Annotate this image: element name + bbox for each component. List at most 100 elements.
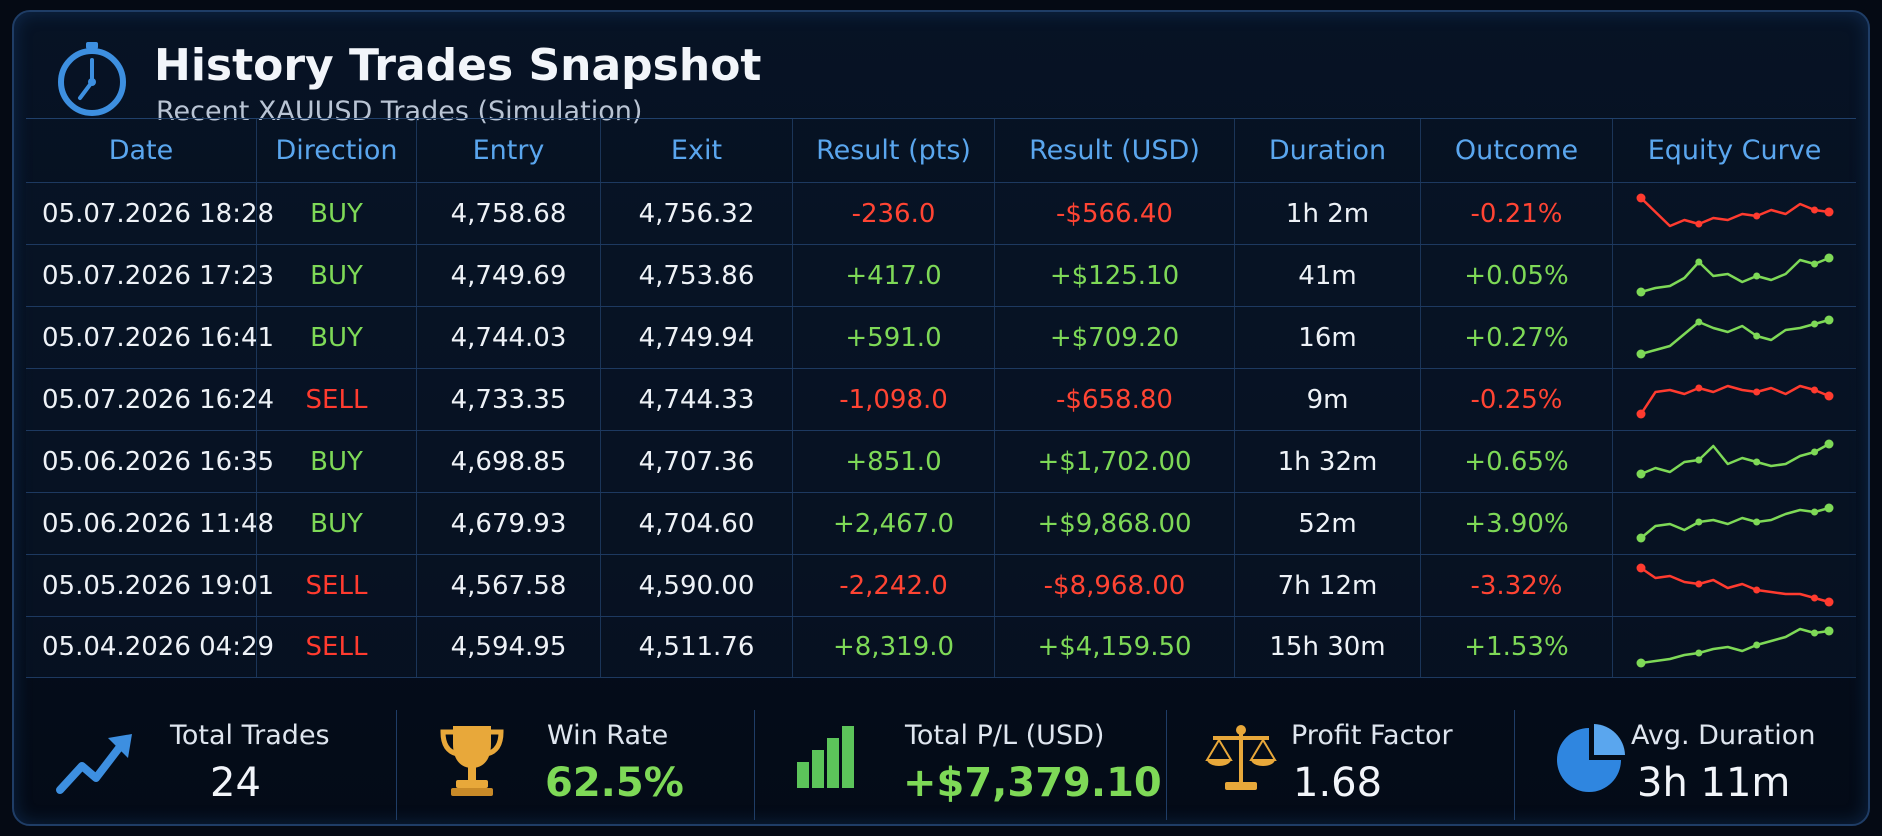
cell-exit: 4,707.36 <box>600 431 792 492</box>
table-row[interactable]: 05.07.2026 16:41 BUY 4,744.03 4,749.94 +591.… <box>26 306 1856 368</box>
cell-duration: 16m <box>1234 307 1420 368</box>
cell-duration: 7h 12m <box>1234 555 1420 616</box>
col-header-date[interactable]: Date <box>108 135 174 166</box>
sparkline-point <box>1824 391 1833 400</box>
sparkline-point <box>1636 469 1645 478</box>
sparkline-point <box>1636 409 1645 418</box>
table-row[interactable]: 05.07.2026 16:24 SELL 4,733.35 4,744.33 -1,0… <box>26 368 1856 430</box>
stat-value: 24 <box>210 760 261 806</box>
cell-outcome: -0.21% <box>1420 183 1612 244</box>
cell-result-pts: +417.0 <box>792 245 994 306</box>
stat-profit-factor: Profit Factor 1.68 <box>1166 710 1514 820</box>
cell-entry: 4,744.03 <box>416 307 600 368</box>
sparkline-point <box>1636 287 1645 296</box>
sparkline-point <box>1694 518 1702 525</box>
stat-label: Avg. Duration <box>1631 720 1816 751</box>
pie-chart-icon <box>1557 724 1625 792</box>
col-header-duration[interactable]: Duration <box>1234 119 1420 182</box>
cell-entry: 4,594.95 <box>416 617 600 677</box>
cell-direction: SELL <box>256 555 416 616</box>
sparkline-point <box>1824 253 1833 262</box>
cell-entry: 4,567.58 <box>416 555 600 616</box>
cell-result-pts: +591.0 <box>792 307 994 368</box>
sparkline-point <box>1636 533 1645 542</box>
stat-value: 1.68 <box>1293 760 1383 806</box>
sparkline-point <box>1810 320 1818 327</box>
sparkline-point <box>1810 386 1818 393</box>
cell-entry: 4,698.85 <box>416 431 600 492</box>
table-row[interactable]: 05.06.2026 11:48 BUY 4,679.93 4,704.60 +2,46… <box>26 492 1856 554</box>
sparkline-point <box>1752 272 1760 279</box>
summary-stats: Total Trades 24 Win Rate 62.5% Total P <box>36 710 1856 820</box>
cell-entry: 4,733.35 <box>416 369 600 430</box>
cell-result-pts: +2,467.0 <box>792 493 994 554</box>
cell-outcome: +3.90% <box>1420 493 1612 554</box>
cell-equity-curve <box>1612 493 1856 554</box>
sparkline-path <box>1640 256 1829 293</box>
cell-equity-curve <box>1612 369 1856 430</box>
stat-value: 3h 11m <box>1637 760 1791 806</box>
equity-sparkline <box>1636 384 1833 418</box>
table-row[interactable]: 05.07.2026 18:28 BUY 4,758.68 4,756.32 -236.… <box>26 182 1856 244</box>
stat-total-pl: Total P/L (USD) +$7,379.10 <box>754 710 1166 820</box>
equity-sparkline <box>1636 563 1833 606</box>
cell-result-usd: -$8,968.00 <box>994 555 1234 616</box>
cell-exit: 4,590.00 <box>600 555 792 616</box>
cell-result-pts: -1,098.0 <box>792 369 994 430</box>
table-row[interactable]: 05.06.2026 16:35 BUY 4,698.85 4,707.36 +851.… <box>26 430 1856 492</box>
col-header-result-pts[interactable]: Result (pts) <box>792 119 994 182</box>
cell-outcome: +0.05% <box>1420 245 1612 306</box>
equity-sparkline <box>1636 315 1833 358</box>
cell-duration: 1h 2m <box>1234 183 1420 244</box>
cell-direction: BUY <box>256 431 416 492</box>
table-row[interactable]: 05.04.2026 04:29 SELL 4,594.95 4,511.76 +8,3… <box>26 616 1856 678</box>
col-header-equity-curve[interactable]: Equity Curve <box>1612 119 1856 182</box>
sparkline-point <box>1824 597 1833 606</box>
cell-entry: 4,749.69 <box>416 245 600 306</box>
cell-date: 05.07.2026 16:24 <box>42 384 275 415</box>
col-header-direction[interactable]: Direction <box>256 119 416 182</box>
sparkline-point <box>1824 207 1833 216</box>
sparkline-point <box>1636 658 1645 668</box>
stat-total-trades: Total Trades 24 <box>36 710 396 820</box>
cell-equity-curve <box>1612 617 1856 677</box>
cell-duration: 52m <box>1234 493 1420 554</box>
cell-result-usd: +$1,702.00 <box>994 431 1234 492</box>
col-header-outcome[interactable]: Outcome <box>1420 119 1612 182</box>
stat-label: Total Trades <box>170 720 330 751</box>
bar-chart-icon <box>797 726 854 788</box>
sparkline-path <box>1639 506 1829 539</box>
stat-win-rate: Win Rate 62.5% <box>396 710 754 820</box>
sparkline-path <box>1639 566 1829 603</box>
cell-direction: BUY <box>256 245 416 306</box>
sparkline-point <box>1694 384 1702 391</box>
table-row[interactable]: 05.07.2026 17:23 BUY 4,749.69 4,753.86 +417.… <box>26 244 1856 306</box>
stat-label: Win Rate <box>547 720 669 751</box>
sparkline-point <box>1824 439 1833 448</box>
table-row[interactable]: 05.05.2026 19:01 SELL 4,567.58 4,590.00 -2,2… <box>26 554 1856 616</box>
sparkline-point <box>1810 260 1818 267</box>
cell-duration: 9m <box>1234 369 1420 430</box>
cell-equity-curve <box>1612 307 1856 368</box>
cell-direction: BUY <box>256 493 416 554</box>
sparkline-point <box>1694 456 1702 463</box>
col-header-entry[interactable]: Entry <box>416 119 600 182</box>
cell-exit: 4,756.32 <box>600 183 792 244</box>
stopwatch-icon <box>58 42 126 116</box>
cell-date: 05.07.2026 18:28 <box>42 198 275 229</box>
cell-date: 05.05.2026 19:01 <box>42 570 275 601</box>
sparkline-point <box>1694 580 1702 587</box>
cell-exit: 4,511.76 <box>600 617 792 677</box>
trophy-icon <box>440 726 504 796</box>
trend-up-arrow-icon <box>56 734 132 794</box>
cell-direction: SELL <box>256 617 416 677</box>
cell-result-usd: +$9,868.00 <box>994 493 1234 554</box>
cell-duration: 41m <box>1234 245 1420 306</box>
cell-entry: 4,758.68 <box>416 183 600 244</box>
sparkline-point <box>1752 458 1760 465</box>
col-header-exit[interactable]: Exit <box>600 119 792 182</box>
sparkline-point <box>1752 212 1760 219</box>
col-header-result-usd[interactable]: Result (USD) <box>994 119 1234 182</box>
trades-table: Date Direction Entry Exit Result (pts) R… <box>26 118 1856 678</box>
cell-date: 05.06.2026 16:35 <box>42 446 275 477</box>
